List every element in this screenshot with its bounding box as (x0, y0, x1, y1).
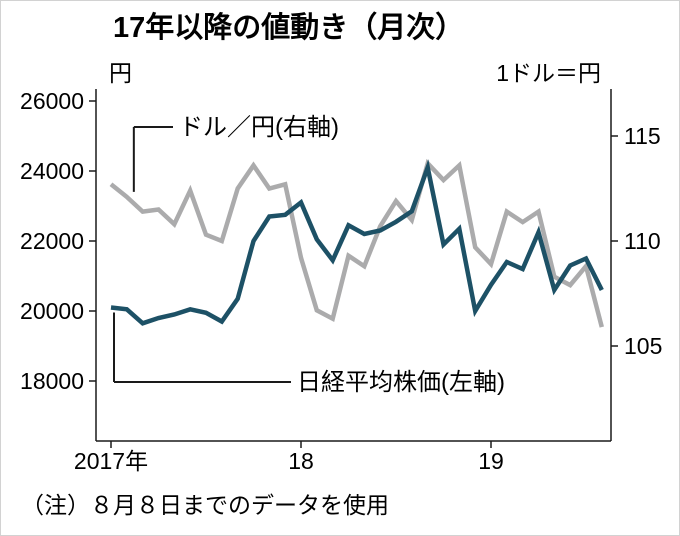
left-axis-tick-label: 18000 (20, 368, 84, 394)
x-axis-tick-label: 18 (288, 448, 314, 474)
footnote: （注）８月８日までのデータを使用 (21, 492, 389, 518)
chart-title: 17年以降の値動き（月次） (113, 10, 464, 44)
plot-area: 26000 24000 22000 20000 18000 115 110 105 2017年 1… (20, 88, 662, 474)
left-axis-tick-label: 22000 (20, 228, 84, 254)
right-axis-tick-label: 105 (624, 333, 662, 359)
usdjpy-series-label: ドル／円(右軸) (179, 114, 339, 141)
left-axis-tick-label: 20000 (20, 298, 84, 324)
x-axis-tick-label: 2017年 (74, 448, 148, 474)
nikkei-series-label: 日経平均株価(左軸) (297, 369, 505, 396)
left-axis-unit-label: 円 (109, 60, 132, 86)
x-axis-tick-label: 19 (478, 448, 504, 474)
nikkei-line (110, 159, 604, 326)
right-axis-tick-label: 115 (624, 123, 661, 149)
left-axis-tick-label: 26000 (20, 88, 84, 114)
left-axis-tick-label: 24000 (20, 158, 84, 184)
right-axis-unit-label: 1ドル＝円 (496, 60, 601, 86)
right-axis-tick-label: 110 (624, 228, 661, 254)
usdjpy-line (109, 158, 604, 328)
